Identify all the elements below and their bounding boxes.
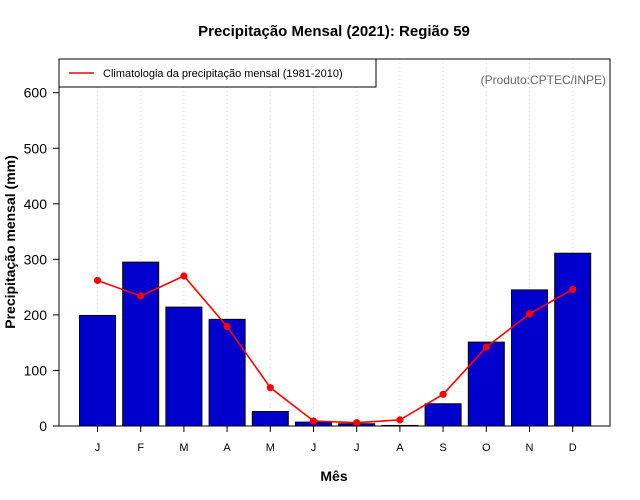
- bar: [424, 403, 462, 427]
- y-tick-label: 600: [24, 85, 48, 101]
- climatology-line: [97, 275, 574, 424]
- y-tick-label: 300: [24, 251, 48, 267]
- bar: [122, 261, 160, 427]
- climatology-point: [439, 390, 447, 398]
- climatology-point: [266, 384, 274, 392]
- y-tick-label: 0: [39, 418, 47, 434]
- x-tick-label: O: [482, 442, 491, 454]
- x-tick-label: M: [266, 442, 275, 454]
- climatology-point: [93, 276, 102, 285]
- x-tick-label: N: [526, 442, 534, 454]
- climatology-point: [396, 416, 404, 424]
- y-axis-label: Precipitação mensal (mm): [2, 155, 18, 329]
- legend-label: Climatologia da precipitação mensal (198…: [103, 68, 343, 80]
- bar-series: [79, 252, 592, 427]
- bar: [251, 411, 289, 427]
- x-tick-label: A: [396, 442, 404, 454]
- x-tick-label: J: [95, 442, 101, 454]
- climatology-point: [223, 322, 231, 331]
- legend-box: [58, 58, 377, 88]
- legend: Climatologia da precipitação mensal (198…: [58, 58, 377, 88]
- climatology-series: [93, 272, 577, 427]
- x-tick-label: S: [439, 442, 446, 454]
- bar: [208, 318, 246, 427]
- climatology-point: [353, 419, 361, 427]
- climatology-point: [180, 272, 188, 280]
- x-axis-label: Mês: [320, 468, 347, 484]
- climatology-point: [525, 310, 534, 318]
- x-tick-label: J: [354, 442, 360, 454]
- y-axis: 0 100 200 300 400 500 600: [24, 85, 59, 434]
- x-tick-label: F: [137, 442, 144, 454]
- credit-text: (Produto:CPTEC/INPE): [481, 73, 606, 87]
- y-tick-label: 200: [24, 307, 48, 323]
- bar: [165, 306, 203, 427]
- bar: [554, 252, 592, 427]
- x-tick-label: M: [179, 442, 188, 454]
- y-tick-label: 500: [24, 140, 48, 156]
- x-tick-label: D: [569, 442, 577, 454]
- bar: [79, 314, 116, 427]
- chart-title: Precipitação Mensal (2021): Região 59: [198, 23, 470, 40]
- y-tick-label: 400: [24, 196, 48, 212]
- bar: [467, 341, 505, 427]
- climatology-point: [482, 343, 490, 351]
- x-tick-label: A: [223, 442, 231, 454]
- x-tick-label: J: [311, 442, 317, 454]
- climatology-point: [569, 285, 577, 293]
- y-tick-label: 100: [24, 362, 48, 378]
- climatology-point: [137, 292, 145, 300]
- climatology-point: [309, 417, 318, 425]
